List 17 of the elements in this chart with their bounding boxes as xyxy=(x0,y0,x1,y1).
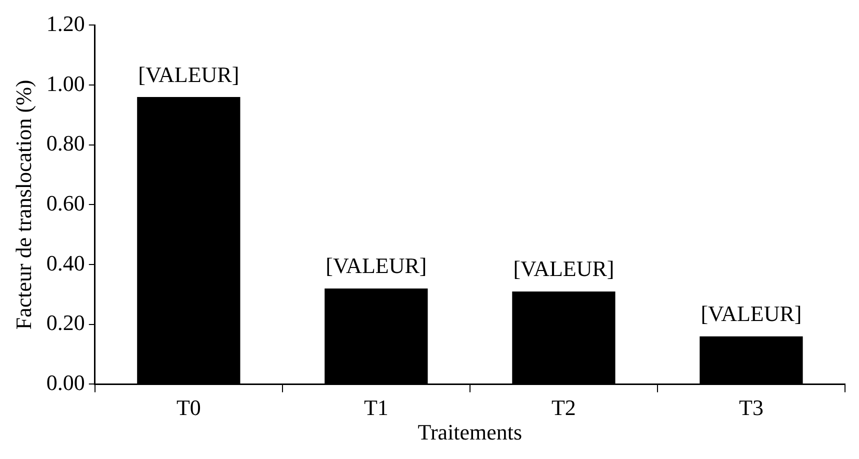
y-tick-label: 1.00 xyxy=(46,70,85,96)
y-tick-label: 0.60 xyxy=(46,190,85,216)
y-tick-label: 0.20 xyxy=(46,310,85,336)
data-label: [VALEUR] xyxy=(326,253,427,278)
x-tick-label: T2 xyxy=(551,395,576,420)
data-label: [VALEUR] xyxy=(138,62,240,87)
data-label: [VALEUR] xyxy=(700,301,802,326)
x-tick-label: T3 xyxy=(739,395,764,420)
y-tick-label: 0.80 xyxy=(46,130,85,156)
data-label: [VALEUR] xyxy=(513,256,614,282)
y-tick-label: 0.40 xyxy=(46,250,85,276)
x-tick-label: T1 xyxy=(364,395,388,420)
y-tick-label: 1.20 xyxy=(46,10,85,36)
x-axis-title: Traitements xyxy=(418,420,522,445)
x-tick-label: T0 xyxy=(176,395,201,420)
y-tick-label: 0.00 xyxy=(46,370,85,395)
y-axis-title: Facteur de translocation (%) xyxy=(10,80,36,330)
